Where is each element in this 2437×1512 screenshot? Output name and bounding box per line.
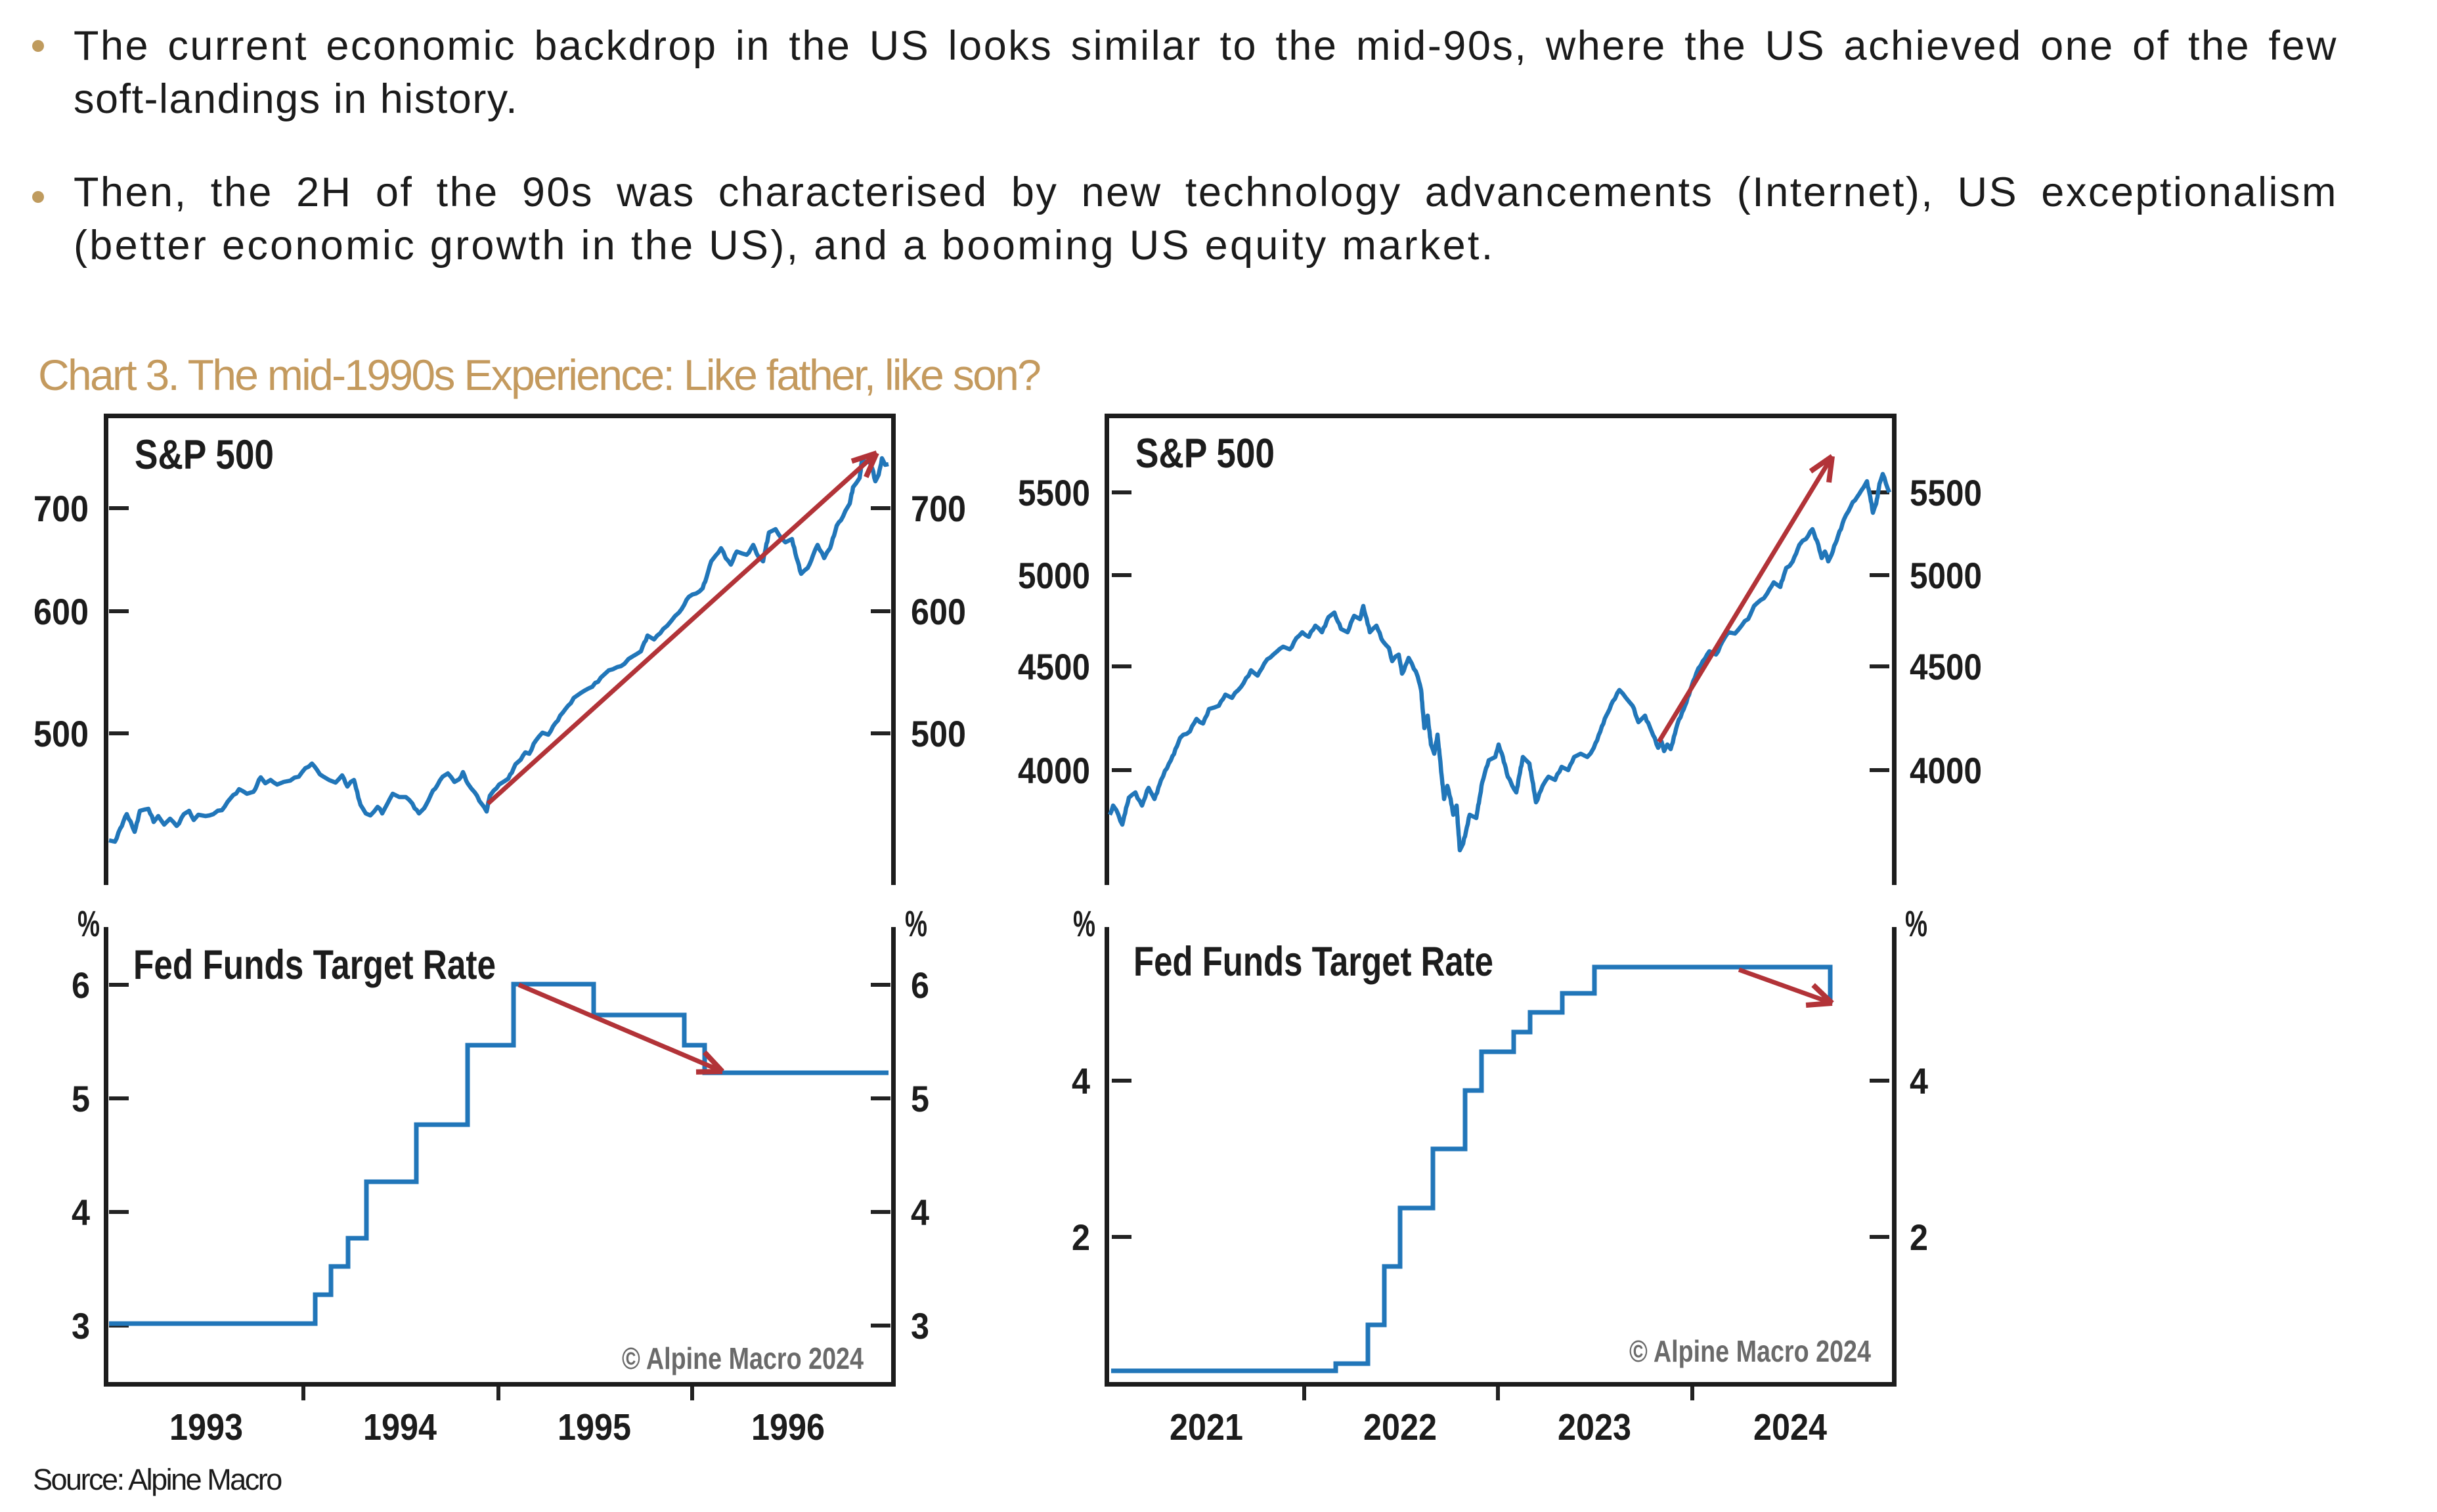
- svg-text:2023: 2023: [1558, 1406, 1631, 1448]
- svg-text:4: 4: [72, 1192, 90, 1233]
- svg-text:700: 700: [33, 488, 89, 529]
- svg-text:© Alpine Macro 2024: © Alpine Macro 2024: [622, 1341, 864, 1375]
- svg-text:2: 2: [1910, 1217, 1928, 1258]
- svg-text:3: 3: [911, 1305, 929, 1347]
- svg-text:5000: 5000: [1910, 555, 1982, 596]
- svg-text:4500: 4500: [1910, 646, 1982, 687]
- svg-text:S&P 500: S&P 500: [135, 432, 274, 478]
- svg-text:4: 4: [1072, 1060, 1090, 1102]
- svg-text:5: 5: [911, 1078, 929, 1119]
- svg-text:4: 4: [911, 1192, 929, 1233]
- svg-text:5500: 5500: [1018, 472, 1090, 513]
- svg-text:2: 2: [1072, 1217, 1090, 1258]
- svg-text:%: %: [1905, 903, 1927, 944]
- svg-text:500: 500: [911, 713, 966, 754]
- svg-text:4000: 4000: [1910, 750, 1982, 791]
- svg-text:1996: 1996: [751, 1406, 825, 1448]
- svg-text:600: 600: [33, 591, 89, 632]
- svg-text:6: 6: [911, 964, 929, 1006]
- svg-text:5500: 5500: [1910, 472, 1982, 513]
- svg-text:1995: 1995: [558, 1406, 631, 1448]
- svg-text:5000: 5000: [1018, 555, 1090, 596]
- svg-text:1993: 1993: [169, 1406, 243, 1448]
- svg-text:4500: 4500: [1018, 646, 1090, 687]
- svg-text:%: %: [1073, 903, 1095, 944]
- svg-text:500: 500: [33, 713, 89, 754]
- svg-text:%: %: [77, 903, 100, 944]
- svg-text:5: 5: [72, 1078, 90, 1119]
- svg-text:2024: 2024: [1753, 1406, 1827, 1448]
- svg-text:Fed Funds Target Rate: Fed Funds Target Rate: [133, 942, 496, 988]
- svg-text:600: 600: [911, 591, 966, 632]
- svg-text:2022: 2022: [1363, 1406, 1437, 1448]
- svg-text:%: %: [905, 903, 927, 944]
- svg-text:1994: 1994: [363, 1406, 437, 1448]
- svg-text:Fed Funds Target Rate: Fed Funds Target Rate: [1133, 939, 1493, 985]
- svg-text:S&P 500: S&P 500: [1135, 431, 1275, 477]
- svg-text:4000: 4000: [1018, 750, 1090, 791]
- svg-text:© Alpine Macro 2024: © Alpine Macro 2024: [1629, 1334, 1871, 1368]
- svg-text:3: 3: [72, 1305, 90, 1347]
- svg-text:700: 700: [911, 488, 966, 529]
- svg-text:2021: 2021: [1170, 1406, 1243, 1448]
- svg-text:6: 6: [72, 964, 90, 1006]
- svg-text:4: 4: [1910, 1060, 1928, 1102]
